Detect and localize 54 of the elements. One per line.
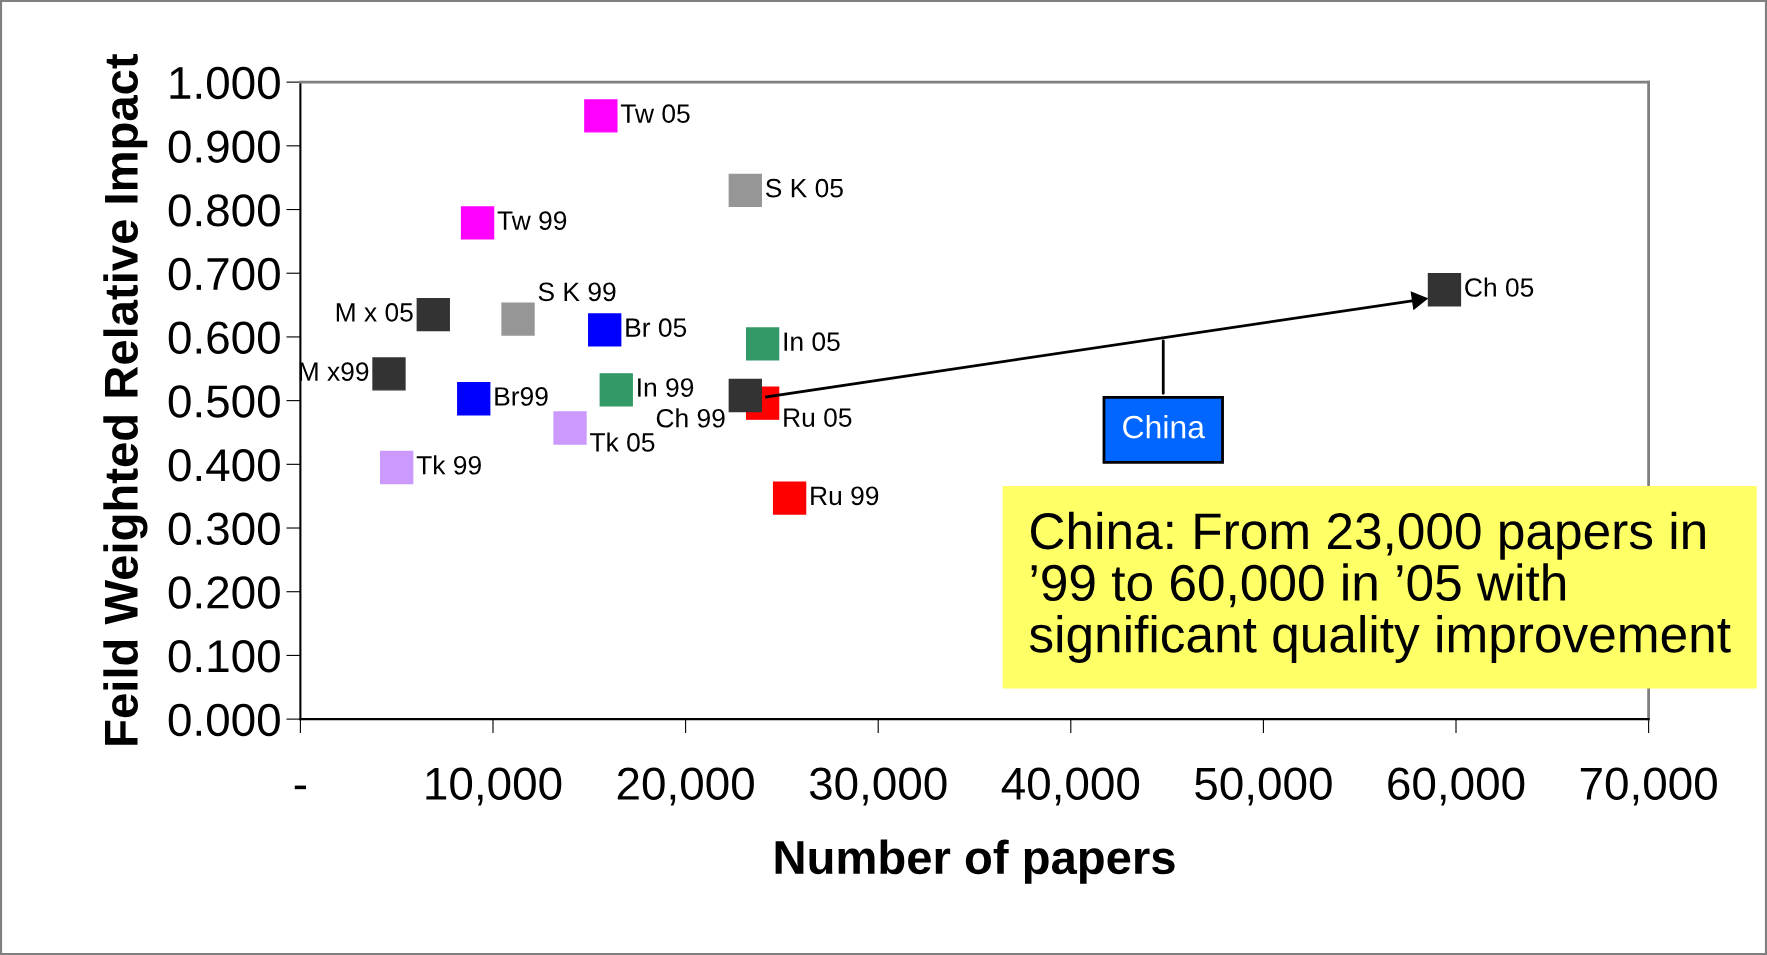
series-label: Br 05: [626, 318, 687, 337]
series-label: Tk 99: [416, 455, 481, 475]
series-label: Tk 05: [590, 432, 655, 452]
y-tick-label: 0.300: [168, 512, 280, 546]
point: [416, 297, 450, 332]
y-tick-label: 0.800: [168, 194, 280, 227]
x-tick-label: 60,000: [1388, 767, 1525, 806]
y-tick-label: 0.500: [168, 385, 280, 418]
series-label: Ru 05: [784, 408, 852, 427]
x-tick-label: 70,000: [1580, 767, 1717, 806]
point: [728, 378, 762, 413]
point: [588, 313, 622, 347]
point: [745, 327, 780, 361]
series-label: M x 05: [336, 303, 413, 322]
x-tick-label: 30,000: [809, 767, 947, 806]
series-label: S K 05: [765, 178, 843, 198]
series-label: In 99: [638, 378, 694, 397]
x-axis-title: Number of papers: [775, 839, 1175, 884]
series-label: Ch 99: [656, 408, 725, 428]
point: [457, 382, 491, 416]
point: [553, 411, 587, 445]
x-tick-label: 20,000: [617, 767, 754, 806]
series-label: Tw 05: [620, 104, 690, 123]
series-label: Tw 99: [497, 211, 567, 230]
y-tick-label: 0.900: [168, 130, 280, 163]
series-label: S K 99: [538, 282, 616, 302]
series-label: In 05: [784, 332, 840, 352]
y-axis-title: Feild Weighted Relative Impact: [103, 53, 148, 745]
point: [501, 302, 535, 336]
y-tick-label: 0.000: [168, 703, 280, 737]
y-tick-label: 0.400: [168, 448, 280, 482]
x-tick-label: 50,000: [1195, 767, 1332, 806]
series-label: Ch 05: [1465, 277, 1534, 297]
point: [584, 99, 618, 133]
annotation: China: [1123, 414, 1205, 439]
point: [1410, 291, 1428, 310]
point: [380, 450, 414, 485]
series-label: Ru 99: [811, 486, 879, 506]
series-label: Br99: [495, 387, 548, 406]
point: [1427, 273, 1462, 307]
y-tick-label: 0.200: [168, 576, 280, 609]
point: [728, 173, 762, 208]
x-tick-label: -: [294, 785, 306, 790]
point: [599, 373, 633, 407]
y-tick-label: 0.600: [168, 321, 280, 354]
y-tick-label: 0.700: [168, 257, 280, 291]
x-tick-label: 10,000: [426, 767, 562, 806]
x-tick-label: 40,000: [1001, 767, 1140, 806]
annotation: China: From 23,000 papers in ’99 to 60,000 in ’05 with significant quality improvement: [1029, 511, 1731, 663]
point: [460, 206, 495, 240]
y-tick-label: 0.100: [168, 640, 280, 673]
point: [372, 357, 406, 391]
point: [772, 481, 807, 515]
y-tick-label: 1.000: [170, 66, 280, 100]
